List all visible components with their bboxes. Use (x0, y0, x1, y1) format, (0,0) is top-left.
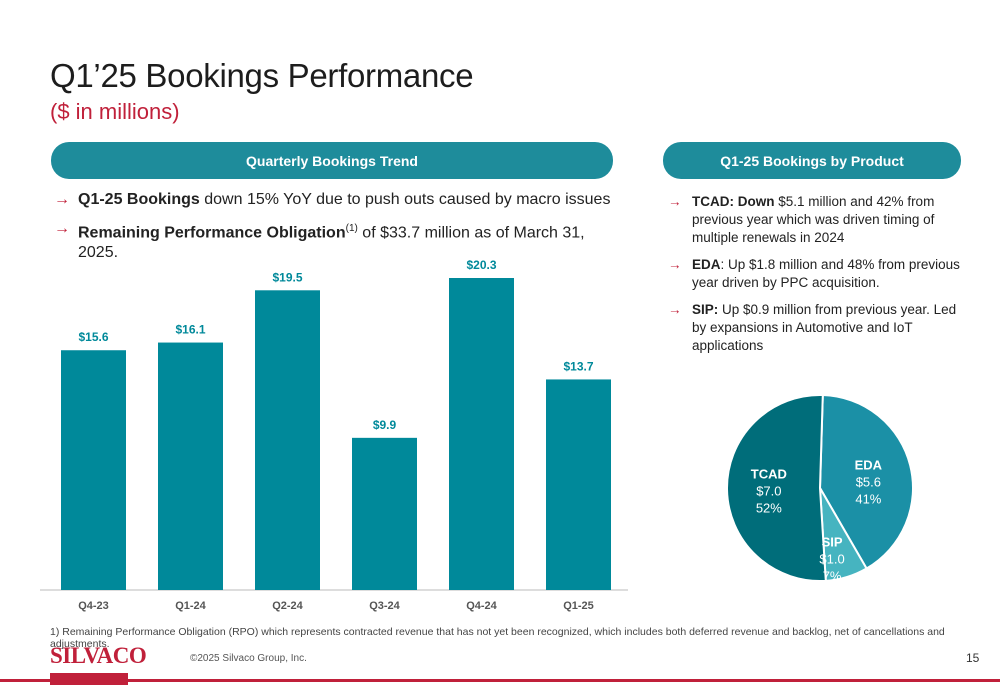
pie-slice-percent: 52% (756, 501, 782, 516)
arrow-icon: → (668, 194, 682, 209)
bar-value-label: $13.7 (563, 359, 593, 373)
arrow-icon: → (668, 302, 682, 317)
right-bullets: → TCAD: Down $5.1 million and 42% from p… (668, 193, 968, 364)
pie-slice (818, 394, 914, 570)
bar (546, 379, 611, 590)
pie-slice-name: SIP (822, 535, 843, 550)
bar-value-label: $20.3 (466, 258, 496, 272)
left-bullets: → Q1-25 Bookings down 15% YoY due to pus… (54, 190, 624, 272)
copyright: ©2025 Silvaco Group, Inc. (190, 653, 307, 664)
bullet-bold: EDA (692, 257, 721, 272)
pie-slice-value: $5.6 (856, 474, 881, 489)
quarterly-bookings-bar-chart: $15.6 Q4-23 $16.1 Q1-24 $19.5 Q2-24 $9.9 Q3-24 $… (40, 258, 628, 612)
bar-value-label: $9.9 (373, 418, 397, 432)
right-bullet: → SIP: Up $0.9 million from previous yea… (668, 301, 968, 355)
x-tick-label: Q1-25 (563, 600, 594, 612)
arrow-icon: → (54, 220, 70, 237)
left-bullet: → Q1-25 Bookings down 15% YoY due to pus… (54, 190, 624, 210)
pie-slice-name: TCAD (751, 467, 787, 482)
bar-value-label: $19.5 (272, 270, 302, 284)
bookings-by-product-header: Q1-25 Bookings by Product (663, 142, 961, 179)
bar-value-label: $15.6 (78, 330, 108, 344)
pie-slice-value: $1.0 (819, 552, 844, 567)
page-subtitle: ($ in millions) (50, 99, 180, 124)
pie-slice-value: $7.0 (756, 484, 781, 499)
bullet-text: : Up $1.8 million and 48% from previous … (692, 257, 960, 290)
right-bullet: → EDA: Up $1.8 million and 48% from prev… (668, 256, 968, 292)
bottom-accent-line (0, 679, 1000, 682)
bullet-text: of $33.7 million as of March 31, 2025. (78, 224, 585, 262)
pie-slice-name: EDA (855, 457, 883, 472)
pie-slice (726, 394, 827, 582)
right-bullet: → TCAD: Down $5.1 million and 42% from p… (668, 193, 968, 247)
page-title: Q1’25 Bookings Performance (50, 57, 474, 94)
bullet-text: Up $0.9 million from previous year. Led … (692, 302, 957, 353)
bullet-text: $5.1 million and 42% from previous year … (692, 194, 935, 245)
left-bullet: → Remaining Performance Obligation(1) of… (54, 219, 624, 263)
page-number: 15 (966, 651, 980, 665)
bar (255, 290, 320, 590)
bar (61, 350, 126, 590)
arrow-icon: → (54, 191, 70, 208)
quarterly-trend-header: Quarterly Bookings Trend (51, 142, 613, 179)
bullet-bold: Remaining Performance Obligation (78, 224, 346, 242)
bar (352, 437, 417, 590)
x-tick-label: Q1-24 (175, 600, 206, 612)
bullet-bold: SIP: (692, 302, 719, 317)
bar (449, 278, 514, 590)
bullet-bold: Q1-25 Bookings (78, 191, 200, 208)
x-tick-label: Q3-24 (369, 600, 400, 612)
pie-slice-percent: 7% (823, 569, 842, 584)
arrow-icon: → (668, 257, 682, 272)
footnote-marker: (1) (345, 223, 358, 234)
bar (158, 342, 223, 590)
bar-value-label: $16.1 (175, 323, 205, 337)
bookings-by-product-pie-chart: TCAD $7.0 52% EDA $5.6 41% SIP $1.0 7% (726, 394, 914, 584)
x-tick-label: Q4-23 (78, 600, 109, 612)
bullet-bold: TCAD: Down (692, 194, 775, 209)
bullet-text: down 15% YoY due to push outs caused by … (199, 191, 611, 208)
silvaco-logo: SILVACO (50, 643, 147, 668)
footnote: 1) Remaining Performance Obligation (RPO… (50, 626, 945, 650)
pie-slice-percent: 41% (855, 491, 881, 506)
x-tick-label: Q4-24 (466, 600, 497, 612)
x-tick-label: Q2-24 (272, 600, 303, 612)
